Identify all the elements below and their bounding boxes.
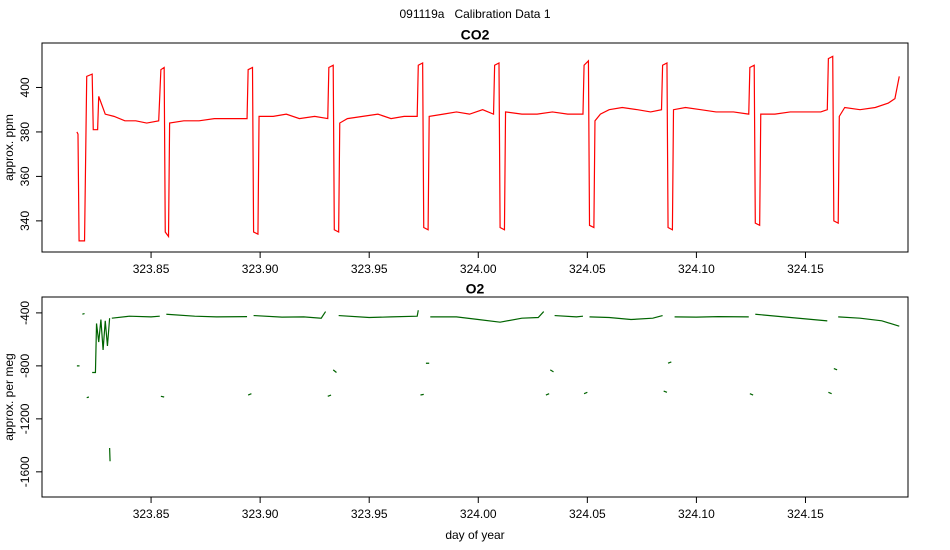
y-tick-label: 360	[18, 166, 32, 186]
x-tick-label: 324.15	[787, 262, 824, 276]
x-tick-label: 323.85	[133, 507, 170, 521]
x-tick-label: 323.90	[242, 507, 279, 521]
x-tick-label: 324.00	[460, 262, 497, 276]
plot-frame	[41, 42, 909, 253]
y-tick-label: 380	[18, 122, 32, 142]
y-tick-label: -400	[18, 301, 32, 325]
x-tick-label: 324.10	[678, 507, 715, 521]
panel-title: O2	[466, 281, 485, 297]
x-tick-label: 324.05	[569, 507, 606, 521]
x-tick-label: 324.05	[569, 262, 606, 276]
data-line	[76, 310, 900, 462]
y-tick-label: 400	[18, 77, 32, 97]
y-tick-label: -1200	[18, 403, 32, 434]
page-title: 091119a Calibration Data 1	[400, 7, 551, 21]
x-tick-label: 323.95	[351, 507, 388, 521]
x-tick-label: 324.15	[787, 507, 824, 521]
x-tick-label: 323.90	[242, 262, 279, 276]
data-line	[76, 55, 900, 242]
x-tick-label: 324.10	[678, 262, 715, 276]
x-tick-label: 323.85	[133, 262, 170, 276]
plot-frame	[41, 296, 909, 498]
y-axis-label: approx. per meg	[2, 353, 16, 440]
x-axis-label: day of year	[445, 528, 504, 542]
y-tick-label: -800	[18, 354, 32, 378]
y-tick-label: 340	[18, 211, 32, 231]
y-axis-label: approx. ppm	[2, 114, 16, 181]
panel-title: CO2	[461, 27, 490, 43]
x-tick-label: 324.00	[460, 507, 497, 521]
y-tick-label: -1600	[18, 456, 32, 487]
x-tick-label: 323.95	[351, 262, 388, 276]
